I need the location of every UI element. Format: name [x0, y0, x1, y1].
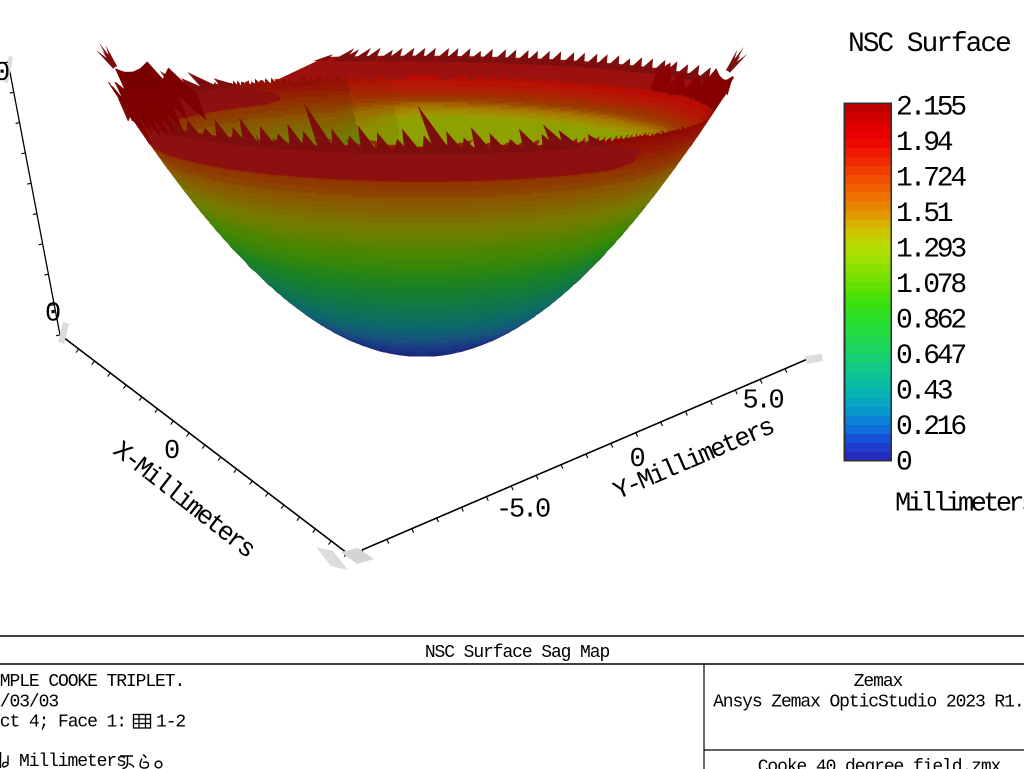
svg-text:Cooke 40 degree field.zmx: Cooke 40 degree field.zmx — [758, 757, 1001, 769]
svg-text:0.647: 0.647 — [896, 341, 965, 372]
svg-text:2.155: 2.155 — [896, 92, 966, 123]
svg-text:0: 0 — [45, 300, 60, 330]
svg-text:NSC Surface Sag Map: NSC Surface Sag Map — [425, 643, 610, 663]
svg-text:1.293: 1.293 — [896, 234, 966, 265]
svg-text:X-Millimeters: X-Millimeters — [107, 435, 260, 564]
svg-text:1.94: 1.94 — [896, 128, 953, 159]
svg-text:1.51: 1.51 — [896, 199, 953, 230]
svg-text:0.43: 0.43 — [896, 377, 953, 408]
svg-text:NSC Surface: NSC Surface — [848, 29, 1010, 60]
svg-text:A SIMPLE COOKE TRIPLET.: A SIMPLE COOKE TRIPLET. — [0, 672, 184, 692]
svg-text:0.216: 0.216 — [896, 412, 965, 443]
svg-text:0.862: 0.862 — [896, 306, 965, 337]
svg-text:0: 0 — [164, 437, 179, 467]
svg-text:Ansys Zemax OpticStudio 2023 R: Ansys Zemax OpticStudio 2023 R1.02 — [713, 692, 1024, 712]
svg-text:2023/03/03: 2023/03/03 — [0, 692, 58, 712]
svg-text:1.724: 1.724 — [896, 163, 966, 194]
svg-text:-5.0: -5.0 — [496, 496, 550, 526]
svg-text:0: 0 — [896, 448, 912, 479]
svg-text:Millimeters: Millimeters — [895, 490, 1024, 520]
svg-text:1.078: 1.078 — [896, 270, 965, 301]
svg-text:5.0: 5.0 — [742, 387, 783, 417]
svg-text:Object 4; Face 1:: Object 4; Face 1: — [0, 713, 126, 733]
svg-text:Zemax: Zemax — [854, 672, 903, 692]
svg-text:1-2: 1-2 — [156, 713, 185, 733]
svg-text:Millimeters: Millimeters — [19, 752, 126, 769]
